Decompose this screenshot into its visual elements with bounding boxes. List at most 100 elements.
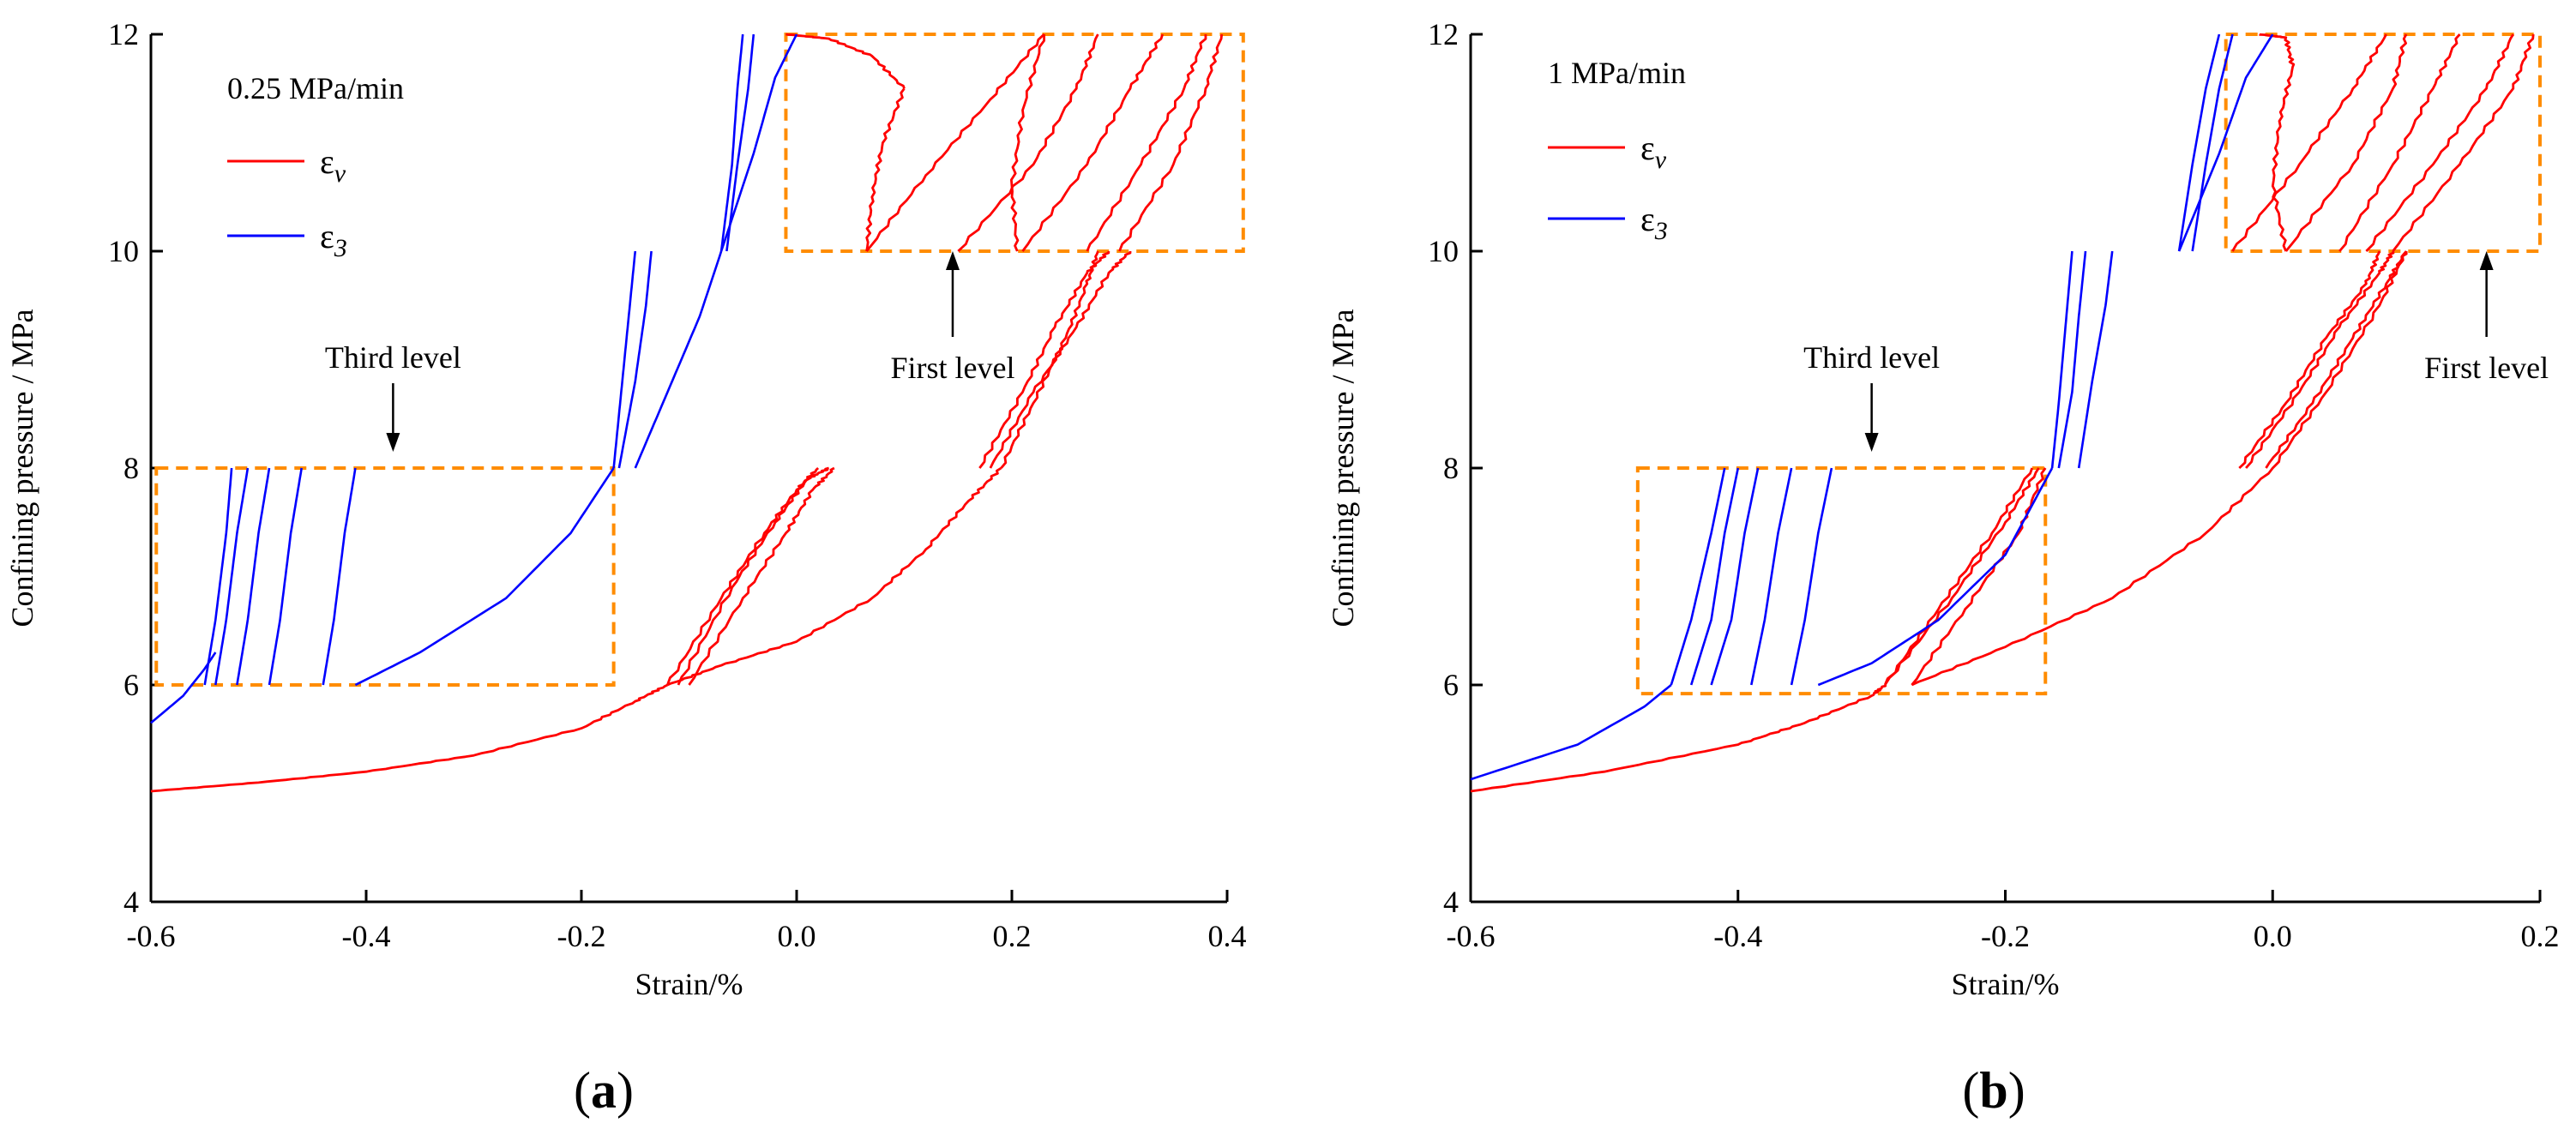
series-ev-line [957,33,1099,253]
x-tick-label: 0.2 [993,919,1032,953]
series-e3-line [2177,33,2221,252]
x-axis-label: Strain/% [1952,967,2060,1001]
series-ev-line [2365,33,2514,252]
series-e3-line [725,33,755,252]
x-tick-label: -0.2 [557,919,606,953]
y-tick-label: 6 [1443,668,1459,702]
series-e3-line [1790,467,1833,686]
y-tick-label: 12 [108,17,139,51]
series-e3-line [1710,467,1760,686]
annotation-box [2224,33,2543,253]
series-e3-line [214,467,250,686]
legend-entry: εv [320,142,346,188]
series-e3-line [2077,250,2114,469]
legend-entry: εv [1640,129,1667,174]
series-e3-line [2177,33,2274,252]
series-e3-line [1670,467,1726,686]
series-ev-line [1911,250,2408,687]
series-ev-line [1086,33,1207,252]
y-tick-label: 6 [123,668,139,702]
series-ev-line [1470,684,1887,793]
series-e3-line [268,467,303,686]
series-e3-line [2191,33,2234,252]
series-ev-line [2245,250,2395,469]
panel-b: 4 6 8 10 12 -0.6 -0.4 -0.2 0.0 0.2 Strain/% Confini… [1326,17,2560,1119]
series-e3-line [1817,467,2054,687]
series-e3-line [203,467,233,686]
series-e3-line [322,467,357,686]
annotation-arrow-head [386,433,400,453]
series-e3-line [354,467,615,687]
panel-label: (a) [574,1062,634,1119]
series-ev-line [785,33,906,89]
series-e3-line [1470,683,1672,781]
series-e3-line [617,250,653,469]
series-ev-line [865,87,906,252]
series-ev-line [2392,33,2535,252]
series-ev-line [989,251,1132,469]
series-ev-line [2231,33,2387,252]
series-ev-line [666,466,820,686]
x-tick-label: 0.2 [2521,919,2560,953]
series-e3-line [719,33,744,252]
y-tick-label: 4 [123,885,139,919]
y-tick-label: 12 [1428,17,1459,51]
x-tick-label: -0.6 [127,919,176,953]
y-tick-label: 8 [1443,451,1459,485]
series-e3-line [2057,250,2087,469]
x-tick-label: 0.0 [2254,919,2292,953]
series-ev-line [1010,34,1045,252]
x-tick-label: -0.4 [342,919,391,953]
y-tick-label: 4 [1443,885,1459,919]
x-tick-label: -0.6 [1447,919,1496,953]
panel-a: 4 6 8 10 12 -0.6 -0.4 -0.2 0.0 0.2 0.4 Strain/% Conf… [5,17,1247,1119]
series-ev-line [865,33,1045,252]
series-e3-line [236,467,271,686]
series-ev-line [1118,33,1224,252]
y-tick-label: 10 [108,234,139,268]
loading-rate-label: 1 MPa/min [1548,56,1686,90]
series-e3-line [612,250,637,469]
series-e3-line [1750,467,1793,686]
annotation-arrow-head [945,251,960,270]
series-ev-line [688,466,835,686]
annotation-arrow-head [1864,433,1879,453]
x-tick-label: -0.2 [1981,919,2030,953]
panel-label: (b) [1962,1062,2025,1119]
series-ev-line [1911,467,2047,686]
series-ev-line [2258,33,2296,252]
series-ev-line [2338,33,2461,252]
series-ev-line [2284,33,2408,252]
annotation-box [1635,466,2048,696]
series-e3-line [1689,467,1740,686]
legend-entry: ε3 [1640,200,1668,245]
x-tick-label: 0.0 [778,919,816,953]
series-ev-line [150,683,669,793]
series-e3-line [719,33,798,252]
x-tick-label: 0.4 [1208,919,1247,953]
y-tick-label: 8 [123,451,139,485]
annotation-label: First level [2424,351,2549,385]
annotation-label: First level [890,351,1014,385]
series-ev-line [2238,250,2381,470]
annotation-box [784,33,1245,253]
series-ev-line [1000,250,1099,469]
y-tick-label: 10 [1428,234,1459,268]
y-axis-label: Confining pressure / MPa [1326,309,1360,627]
series-e3-line [2050,250,2073,469]
x-axis-label: Strain/% [635,967,743,1001]
series-ev-line [1021,33,1165,252]
legend-entry: ε3 [320,217,347,262]
series-ev-line [1883,467,2034,686]
series-ev-line [666,466,1002,687]
y-axis-label: Confining pressure / MPa [5,309,39,627]
annotation-arrow-head [2479,251,2494,270]
series-e3-line [150,652,217,724]
series-ev-line [677,466,829,686]
series-ev-line [1884,467,2040,686]
annotation-label: Third level [1803,340,1940,375]
annotation-label: Third level [325,340,461,375]
annotation-box [154,466,616,687]
x-tick-label: -0.4 [1713,919,1762,953]
